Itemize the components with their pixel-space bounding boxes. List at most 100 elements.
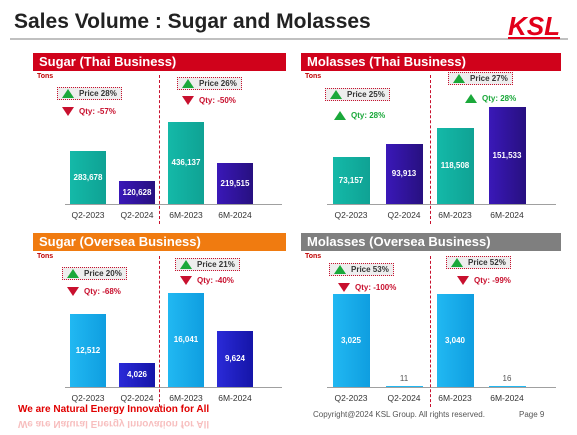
panel-molasses-oversea: Molasses (Oversea Business) Tons <box>301 233 561 405</box>
bar-q2-2023 <box>332 157 370 204</box>
bar-6m-2024 <box>217 331 253 387</box>
down-arrow-icon <box>338 283 350 293</box>
q-qty: Qty: 28% <box>334 111 386 121</box>
bar-6m-2023 <box>168 122 204 204</box>
bar-value-label: 16 <box>502 374 512 383</box>
up-arrow-icon <box>465 94 477 104</box>
bar-value-label: 219,515 <box>220 178 250 188</box>
h-qty: Qty: -99% <box>457 276 511 286</box>
h-price-box: Price 52% <box>446 256 511 270</box>
q-qty: Qty: -68% <box>67 287 121 297</box>
bar-6m-2023 <box>436 294 474 387</box>
bar-q2-2023 <box>332 294 370 387</box>
q-qty-text: Qty: -68% <box>84 287 121 296</box>
bar-value-label: 3,025 <box>340 335 362 345</box>
category-label: Q2-2024 <box>120 210 154 220</box>
category-label: Q2-2024 <box>387 393 421 403</box>
copyright: Copyright@2024 KSL Group. All rights res… <box>313 410 485 419</box>
chart-baseline <box>65 387 282 388</box>
chart-baseline <box>327 204 556 205</box>
category-label: 6M-2024 <box>218 210 252 220</box>
unit-label: Tons <box>305 253 322 260</box>
up-arrow-icon <box>330 90 342 100</box>
bar-value-label: 12,512 <box>75 345 101 355</box>
bar-value-label: 151,533 <box>492 150 522 160</box>
bar-6m-2024 <box>488 386 526 387</box>
slogan-reflection: We are Natural Energy Innovation for All <box>18 418 210 429</box>
up-arrow-icon <box>182 79 194 89</box>
bar-value-label: 93,913 <box>391 169 417 178</box>
bar-value-label: 4,026 <box>126 370 148 379</box>
q-price-box: Price 28% <box>57 87 122 101</box>
slogan: We are Natural Energy Innovation for All <box>18 404 210 415</box>
down-arrow-icon <box>182 96 194 106</box>
h-qty-text: Qty: -50% <box>199 96 236 105</box>
category-label: 6M-2023 <box>169 393 203 403</box>
q-price-text: Price 28% <box>79 89 117 98</box>
q-qty-text: Qty: -57% <box>79 107 116 116</box>
h-price-box: Price 27% <box>448 72 513 86</box>
category-label: 6M-2023 <box>169 210 203 220</box>
bar-value-label: 9,624 <box>224 354 246 363</box>
up-arrow-icon <box>453 74 465 84</box>
panel-molasses-thai: Molasses (Thai Business) Tons <box>301 53 561 225</box>
q-price-text: Price 20% <box>84 269 122 278</box>
q-qty-text: Qty: -100% <box>355 283 397 292</box>
category-label: Q2-2023 <box>71 210 105 220</box>
panel-header: Molasses (Thai Business) <box>301 53 561 71</box>
ksl-logo: KSL <box>508 11 560 41</box>
logo-text: KSL <box>508 11 560 41</box>
period-divider <box>430 256 431 407</box>
period-divider <box>159 256 160 407</box>
category-label: Q2-2023 <box>334 393 368 403</box>
h-price-text: Price 52% <box>468 258 506 267</box>
q-price-text: Price 53% <box>351 265 389 274</box>
q-price-box: Price 25% <box>325 88 390 102</box>
page-number: Page 9 <box>519 410 545 419</box>
panel-sugar-thai: Sugar (Thai Business) Tons <box>33 53 286 225</box>
bar-value-label: 436,137 <box>171 158 201 167</box>
bar-q2-2023 <box>70 314 106 387</box>
h-price-box: Price 21% <box>175 258 240 272</box>
bar-value-label: 73,157 <box>338 175 364 185</box>
bar-q2-2023 <box>70 151 106 204</box>
bar-q2-2024 <box>385 386 423 387</box>
q-price-box: Price 53% <box>329 263 394 277</box>
h-qty: Qty: 28% <box>465 94 517 104</box>
period-divider <box>430 75 431 224</box>
bar-6m-2023 <box>168 293 204 387</box>
category-label: 6M-2024 <box>490 393 524 403</box>
h-price-box: Price 26% <box>177 77 242 91</box>
category-label: Q2-2023 <box>71 393 105 403</box>
bar-value-label: 118,508 <box>440 161 470 170</box>
category-label: Q2-2024 <box>120 393 154 403</box>
up-arrow-icon <box>451 258 463 268</box>
down-arrow-icon <box>67 287 79 297</box>
bar-value-label: 283,678 <box>73 172 103 182</box>
q-qty-text: Qty: 28% <box>351 111 386 120</box>
category-label: Q2-2023 <box>334 210 368 220</box>
panel-header: Molasses (Oversea Business) <box>301 233 561 251</box>
bar-q2-2024 <box>385 144 423 204</box>
chart-baseline <box>65 204 282 205</box>
q-price-text: Price 25% <box>347 90 385 99</box>
bar-q2-2024 <box>119 363 155 387</box>
h-price-text: Price 27% <box>470 74 508 83</box>
category-label: Q2-2024 <box>387 210 421 220</box>
up-arrow-icon <box>334 265 346 275</box>
h-qty-text: Qty: 28% <box>482 94 517 103</box>
h-qty: Qty: -50% <box>182 96 236 106</box>
category-label: 6M-2024 <box>218 393 252 403</box>
panel-header: Sugar (Thai Business) <box>33 53 286 71</box>
up-arrow-icon <box>67 269 79 279</box>
h-qty-text: Qty: -40% <box>197 276 234 285</box>
unit-label: Tons <box>305 73 322 80</box>
q-qty: Qty: -100% <box>338 283 397 293</box>
bar-6m-2024 <box>217 163 253 204</box>
page-title: Sales Volume : Sugar and Molasses <box>14 10 371 33</box>
category-label: 6M-2023 <box>438 210 472 220</box>
down-arrow-icon <box>457 276 469 286</box>
q-qty: Qty: -57% <box>62 107 116 117</box>
bar-value-label: 16,041 <box>173 335 199 344</box>
bar-6m-2024 <box>488 107 526 204</box>
